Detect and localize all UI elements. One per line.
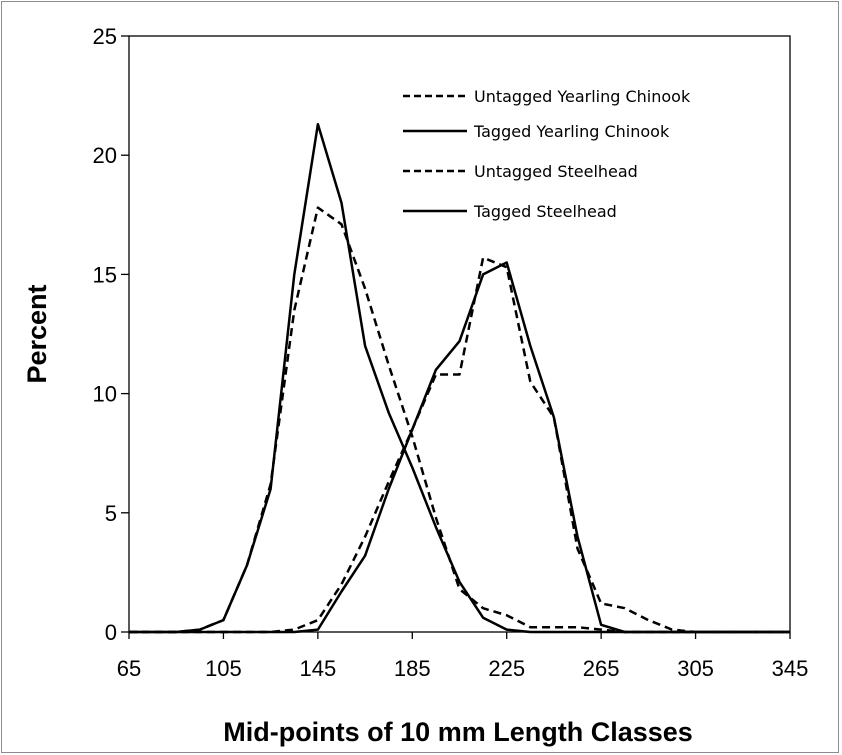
x-tick-label: 345 [772,656,809,681]
legend-label-tagged-steelhead: Tagged Steelhead [473,202,617,221]
x-tick-label: 65 [117,656,141,681]
x-tick-label: 305 [677,656,714,681]
legend: Untagged Yearling Chinook Tagged Yearlin… [403,87,691,221]
x-tick-label: 265 [583,656,620,681]
y-tick-label: 20 [93,143,117,168]
legend-label-untagged-steelhead: Untagged Steelhead [474,162,638,181]
y-tick-label: 25 [93,24,117,49]
y-tick-label: 5 [105,501,117,526]
series-lines [129,124,790,632]
series-line-tagged-steelhead [129,263,790,633]
legend-label-untagged-yearling-chinook: Untagged Yearling Chinook [474,87,691,106]
x-tick-label: 185 [394,656,431,681]
y-axis-title: Percent [22,284,52,383]
x-tick-label: 105 [205,656,242,681]
series-line-untagged-yearling-chinook [129,208,790,632]
x-axis-title: Mid-points of 10 mm Length Classes [223,717,693,747]
legend-label-tagged-yearling-chinook: Tagged Yearling Chinook [473,122,670,141]
y-tick-label: 0 [105,620,117,645]
plot-area-border [129,36,790,632]
x-tick-label: 145 [299,656,336,681]
x-tick-label: 225 [488,656,525,681]
series-line-untagged-steelhead [129,258,790,632]
series-line-tagged-yearling-chinook [129,124,790,632]
y-tick-label: 15 [93,262,117,287]
y-tick-label: 10 [93,382,117,407]
